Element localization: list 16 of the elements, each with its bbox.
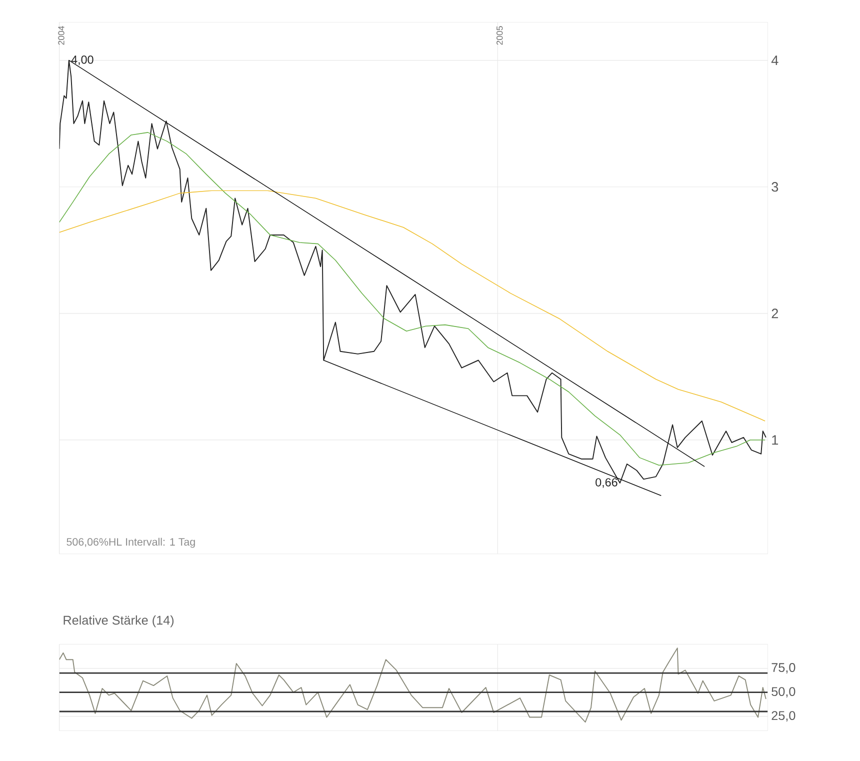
y-tick-label: 50,0 (772, 687, 796, 698)
y-tick-label: 25,0 (772, 711, 796, 722)
y-tick-label: 2 (772, 308, 778, 318)
y-tick-label: 75,0 (772, 663, 796, 674)
annotation: 506,06%HL Intervall: 1 Tag (66, 538, 195, 548)
y-tick-label: 1 (772, 435, 778, 445)
line-series (59, 190, 766, 422)
chart-title: Relative Stärke (14) (64, 615, 174, 628)
x-tick-label: 2005 (496, 26, 503, 45)
annotation: 0,66 (596, 478, 618, 488)
y-tick-label: 3 (772, 182, 778, 192)
line-series (59, 132, 766, 466)
line-series (59, 648, 766, 723)
x-tick-label: 2004 (58, 26, 64, 45)
y-tick-label: 4 (771, 56, 778, 66)
annotation: 4,00 (71, 56, 94, 66)
